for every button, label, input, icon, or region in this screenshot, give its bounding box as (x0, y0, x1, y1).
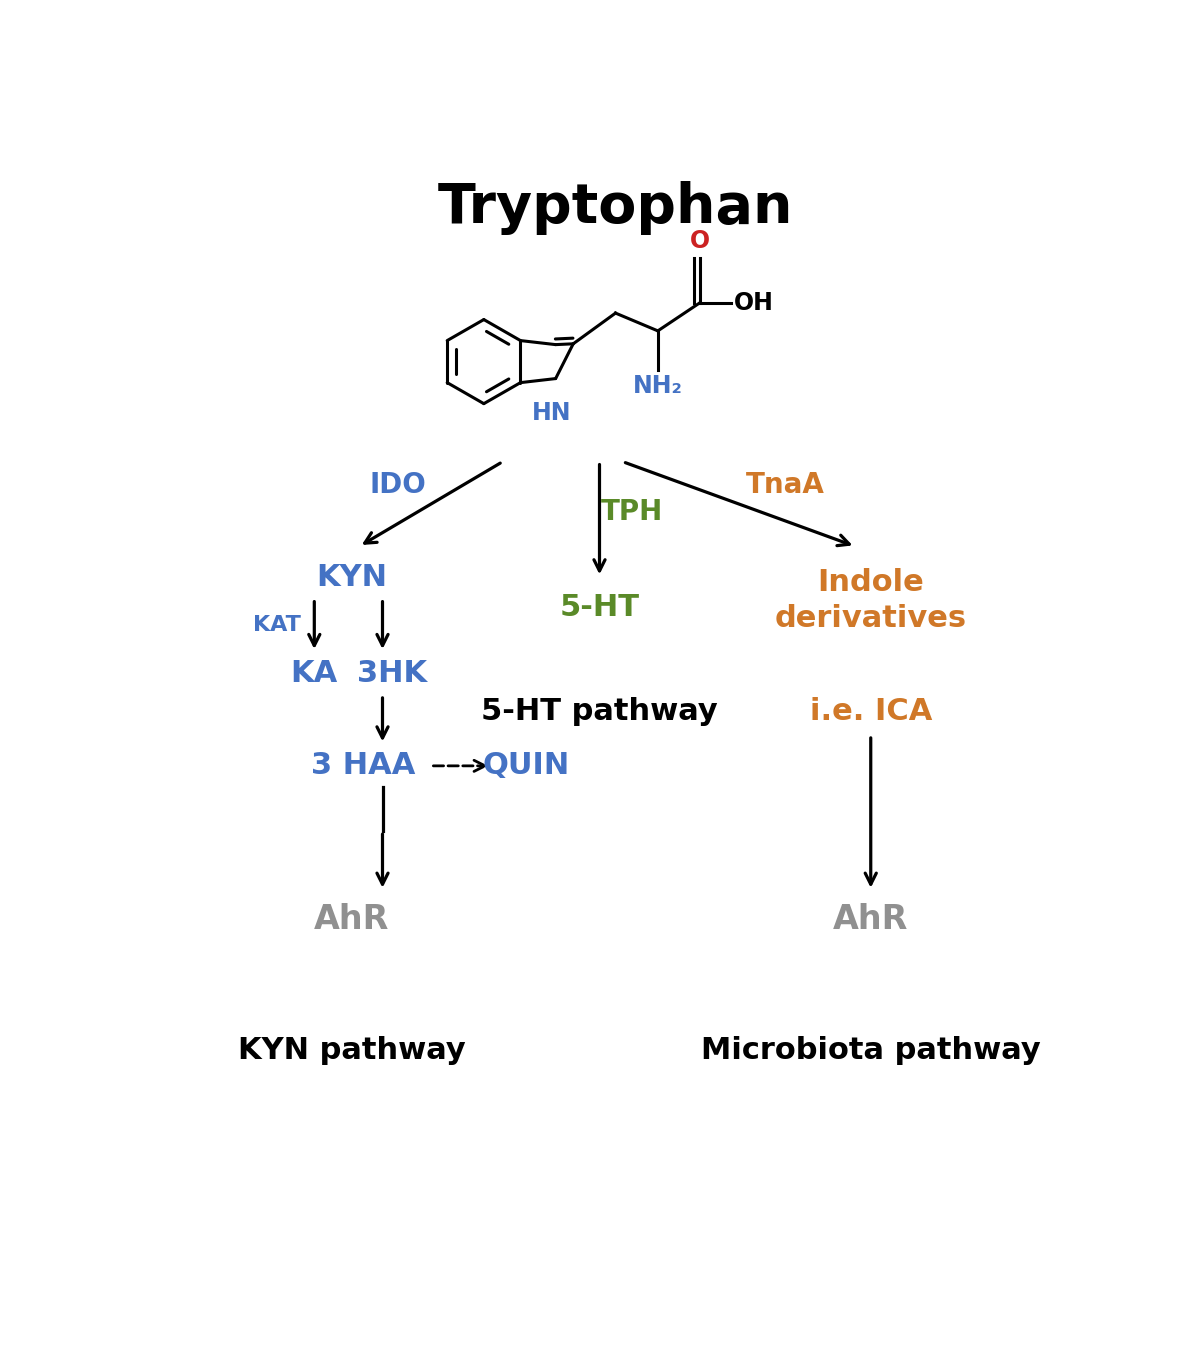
Text: Tryptophan: Tryptophan (437, 180, 793, 234)
Text: Indole
derivatives: Indole derivatives (775, 568, 967, 632)
Text: TPH: TPH (601, 498, 664, 526)
Text: O: O (690, 229, 710, 253)
Text: KYN pathway: KYN pathway (238, 1036, 466, 1065)
Text: HN: HN (532, 401, 571, 425)
Text: OH: OH (734, 291, 774, 315)
Text: 3HK: 3HK (356, 659, 427, 687)
Text: i.e. ICA: i.e. ICA (810, 698, 932, 726)
Text: AhR: AhR (314, 904, 389, 936)
Text: NH₂: NH₂ (632, 374, 683, 398)
Text: AhR: AhR (833, 904, 908, 936)
Text: 5-HT: 5-HT (559, 593, 640, 623)
Text: 5-HT pathway: 5-HT pathway (481, 698, 718, 726)
Text: 3 HAA: 3 HAA (311, 752, 415, 780)
Text: TnaA: TnaA (746, 471, 824, 499)
Text: IDO: IDO (370, 471, 426, 499)
Text: KYN: KYN (316, 562, 386, 592)
Text: Microbiota pathway: Microbiota pathway (701, 1036, 1040, 1065)
Text: KA: KA (290, 659, 338, 687)
Text: KAT: KAT (253, 615, 301, 635)
Text: QUIN: QUIN (482, 752, 570, 780)
